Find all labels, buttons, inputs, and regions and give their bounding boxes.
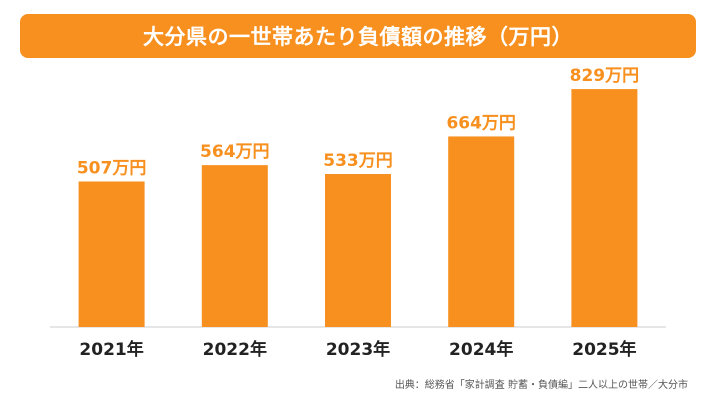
bar-0 <box>78 181 145 327</box>
bar-4 <box>571 89 638 328</box>
data-label-0: 507万円 <box>77 158 147 178</box>
x-tick-label-0: 2021年 <box>79 339 143 360</box>
data-label-4: 829万円 <box>570 66 640 86</box>
bar-3 <box>448 136 515 327</box>
chart-title: 大分県の一世帯あたり負債額の推移（万円） <box>143 25 573 49</box>
data-label-3: 664万円 <box>446 113 516 133</box>
data-label-2: 533万円 <box>323 151 393 171</box>
chart-title-banner: 大分県の一世帯あたり負債額の推移（万円） <box>20 14 696 58</box>
data-label-1: 564万円 <box>200 142 270 162</box>
x-tick-label-2: 2023年 <box>326 339 390 360</box>
bar-1 <box>201 165 268 327</box>
bar-2 <box>325 174 391 327</box>
x-tick-label-3: 2024年 <box>449 339 513 360</box>
source-note: 出典：総務省「家計調査 貯蓄・負債編」二人以上の世帯／大分市 <box>394 380 688 391</box>
x-tick-label-1: 2022年 <box>203 339 267 360</box>
x-tick-label-4: 2025年 <box>572 339 636 360</box>
